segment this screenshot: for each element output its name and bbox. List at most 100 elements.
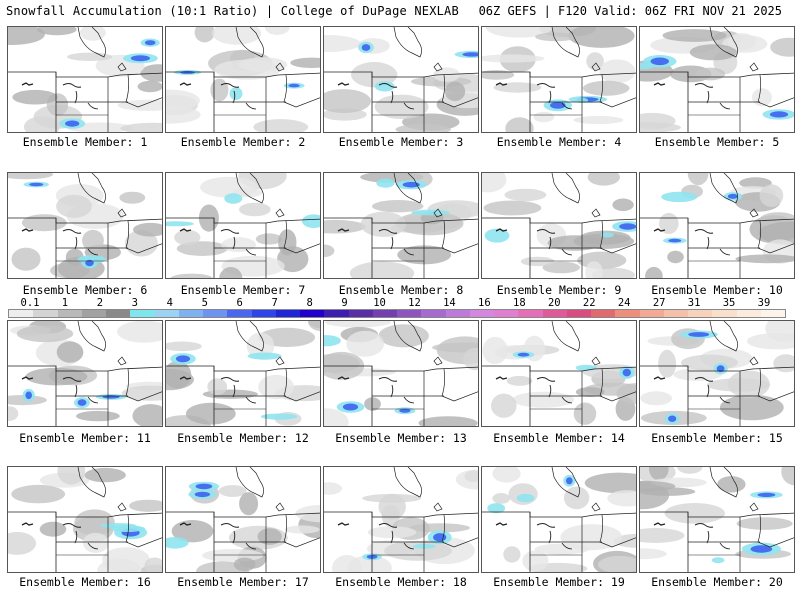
snowfall-map [324, 27, 478, 132]
ensemble-member-label: Ensemble Member: 17 [177, 575, 309, 589]
colorbar-swatch [736, 310, 761, 317]
ensemble-member-label: Ensemble Member: 5 [654, 135, 780, 149]
colorbar-swatch [688, 310, 713, 317]
ensemble-member-map [323, 466, 479, 573]
colorbar-label: 9 [341, 297, 348, 309]
snowfall-map [324, 321, 478, 426]
colorbar-swatch [542, 310, 567, 317]
ensemble-member-map [639, 466, 795, 573]
colorbar-label: 31 [687, 297, 701, 309]
colorbar-label: 7 [271, 297, 278, 309]
colorbar-swatch [566, 310, 591, 317]
ensemble-member-map [7, 320, 163, 427]
ensemble-member-label: Ensemble Member: 9 [496, 283, 622, 297]
snowfall-map [640, 467, 794, 572]
ensemble-member-label: Ensemble Member: 3 [338, 135, 464, 149]
colorbar-swatch [57, 310, 82, 317]
ensemble-member-label: Ensemble Member: 6 [22, 283, 148, 297]
colorbar-swatch [615, 310, 640, 317]
colorbar-swatch [81, 310, 106, 317]
ensemble-member-map [481, 320, 637, 427]
colorbar-swatch [300, 310, 325, 317]
colorbar-label: 39 [757, 297, 771, 309]
colorbar-label: 35 [722, 297, 736, 309]
ensemble-member-map [481, 172, 637, 279]
colorbar-swatch [130, 310, 155, 317]
ensemble-member-map [7, 466, 163, 573]
colorbar-swatch [712, 310, 737, 317]
ensemble-member-map [639, 320, 795, 427]
ensemble-member-label: Ensemble Member: 14 [493, 431, 625, 445]
snowfall-map [640, 173, 794, 278]
ensemble-member-label: Ensemble Member: 19 [493, 575, 625, 589]
ensemble-member-label: Ensemble Member: 20 [651, 575, 783, 589]
colorbar-swatch [154, 310, 179, 317]
colorbar-label: 4 [166, 297, 173, 309]
colorbar-label: 5 [201, 297, 208, 309]
colorbar-swatch [469, 310, 494, 317]
colorbar-swatch [639, 310, 664, 317]
ensemble-member-map [165, 172, 321, 279]
colorbar-swatch [445, 310, 470, 317]
colorbar-label: 18 [513, 297, 526, 309]
ensemble-member-label: Ensemble Member: 7 [180, 283, 306, 297]
ensemble-member-map [165, 320, 321, 427]
colorbar-label: 6 [236, 297, 243, 309]
colorbar-swatch [421, 310, 446, 317]
snowfall-map [482, 467, 636, 572]
ensemble-member-map [7, 26, 163, 133]
colorbar-swatch [494, 310, 519, 317]
ensemble-member-label: Ensemble Member: 11 [19, 431, 151, 445]
colorbar-label: 3 [131, 297, 139, 309]
colorbar-label: 14 [443, 297, 456, 309]
colorbar-swatch [397, 310, 422, 317]
ensemble-member-label: Ensemble Member: 1 [22, 135, 148, 149]
ensemble-member-label: Ensemble Member: 12 [177, 431, 309, 445]
colorbar-swatch [275, 310, 300, 317]
colorbar-swatch [227, 310, 252, 317]
colorbar-swatch [203, 310, 228, 317]
snowfall-map [8, 173, 162, 278]
colorbar-swatch [251, 310, 276, 317]
snowfall-map [324, 173, 478, 278]
snowfall-map [166, 467, 320, 572]
snowfall-map [482, 173, 636, 278]
snowfall-map [166, 173, 320, 278]
colorbar-label: 16 [478, 297, 491, 309]
ensemble-member-label: Ensemble Member: 16 [19, 575, 151, 589]
colorbar-label: 22 [582, 297, 596, 309]
colorbar-label: 2 [96, 297, 104, 309]
ensemble-member-map [323, 26, 479, 133]
snowfall-map [482, 27, 636, 132]
ensemble-member-map [323, 172, 479, 279]
colorbar-label: 1 [61, 297, 69, 309]
ensemble-member-map [165, 466, 321, 573]
ensemble-member-label: Ensemble Member: 2 [180, 135, 306, 149]
ensemble-member-map [7, 172, 163, 279]
run-info: 06Z GEFS | F120 Valid: 06Z FRI NOV 21 20… [478, 4, 782, 18]
colorbar-swatch [760, 310, 785, 317]
ensemble-member-label: Ensemble Member: 4 [496, 135, 622, 149]
snowfall-map [324, 467, 478, 572]
snowfall-colorbar: 0.1 1 2 3 4 5 6 7 8 9 10 12 14 16 18 20 22 24 27 31 35 39 [8, 297, 786, 321]
colorbar-swatches [8, 309, 786, 318]
colorbar-swatch [178, 310, 203, 317]
map-title: Snowfall Accumulation (10:1 Ratio) | Col… [6, 4, 459, 18]
colorbar-label: 12 [408, 297, 421, 309]
snowfall-map [640, 321, 794, 426]
colorbar-label: 10 [373, 297, 386, 309]
colorbar-label: 0.1 [20, 297, 40, 309]
colorbar-swatch [591, 310, 616, 317]
colorbar-label: 24 [617, 297, 631, 309]
colorbar-swatch [324, 310, 349, 317]
ensemble-member-label: Ensemble Member: 18 [335, 575, 467, 589]
snowfall-map [482, 321, 636, 426]
ensemble-member-map [639, 172, 795, 279]
ensemble-member-map [639, 26, 795, 133]
ensemble-member-map [481, 26, 637, 133]
colorbar-swatch [33, 310, 58, 317]
ensemble-member-label: Ensemble Member: 13 [335, 431, 467, 445]
ensemble-member-map [323, 320, 479, 427]
colorbar-swatch [663, 310, 688, 317]
